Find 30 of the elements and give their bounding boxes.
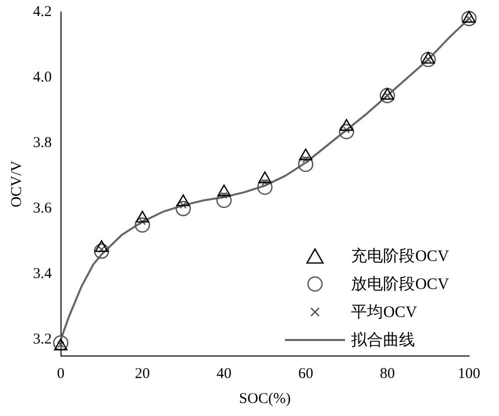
point xyxy=(257,180,273,195)
x-tick-label: 0 xyxy=(57,366,64,382)
x-tick-label: 40 xyxy=(216,366,232,382)
y-tick-label: 3.8 xyxy=(33,134,52,151)
point xyxy=(261,178,268,186)
point xyxy=(338,124,354,140)
legend-label: 拟合曲线 xyxy=(351,330,416,350)
y-tick-label: 4.0 xyxy=(33,69,52,86)
legend-label: 平均OCV xyxy=(351,302,417,322)
x-tick-label: 80 xyxy=(380,366,395,382)
point xyxy=(298,156,314,172)
x-tick-label: 60 xyxy=(298,366,314,382)
point xyxy=(461,10,477,26)
point xyxy=(53,335,68,351)
point xyxy=(134,217,150,233)
y-tick-label: 3.2 xyxy=(33,332,52,348)
legend-label: 充电阶段OCV xyxy=(351,246,449,266)
y-tick-label: 3.6 xyxy=(33,200,52,217)
point xyxy=(176,200,191,216)
point xyxy=(216,192,232,208)
x-axis-title: SOC(%) xyxy=(239,390,291,407)
legend-label: 放电阶段OCV xyxy=(351,274,449,294)
y-tick-label: 4.2 xyxy=(33,4,52,20)
y-tick-label: 3.4 xyxy=(33,266,52,282)
point xyxy=(302,156,310,163)
point xyxy=(94,244,110,259)
x-tick-label: 20 xyxy=(134,366,150,382)
x-tick-label: 100 xyxy=(458,366,480,382)
point xyxy=(220,192,228,199)
y-axis-title: OCV/V xyxy=(8,160,25,208)
